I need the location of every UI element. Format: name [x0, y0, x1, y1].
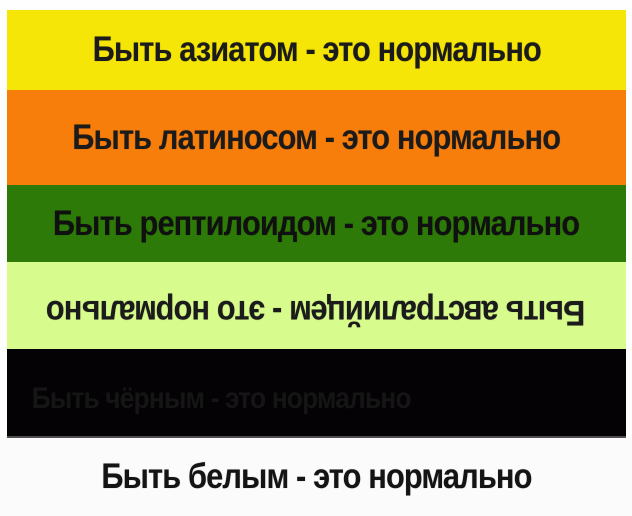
- band-asian: Быть азиатом - это нормально: [7, 10, 626, 90]
- band-white-text: Быть белым - это нормально: [100, 457, 532, 496]
- band-black-text: Быть чёрным - это нормально: [31, 381, 412, 415]
- band-australian-text: Быть австралийцем - это нормально: [47, 292, 586, 332]
- band-latino: Быть латиносом - это нормально: [7, 90, 626, 185]
- band-reptiloid-text: Быть рептилоидом - это нормально: [53, 203, 580, 243]
- band-white: Быть белым - это нормально: [0, 438, 632, 516]
- band-latino-text: Быть латиносом - это нормально: [72, 117, 562, 157]
- band-black-hidden-text: Быть чёрным - это нормально: [7, 349, 626, 438]
- band-australian-upside-down: Быть австралийцем - это нормально: [7, 262, 626, 349]
- band-reptiloid: Быть рептилоидом - это нормально: [7, 185, 626, 262]
- band-asian-text: Быть азиатом - это нормально: [92, 30, 541, 69]
